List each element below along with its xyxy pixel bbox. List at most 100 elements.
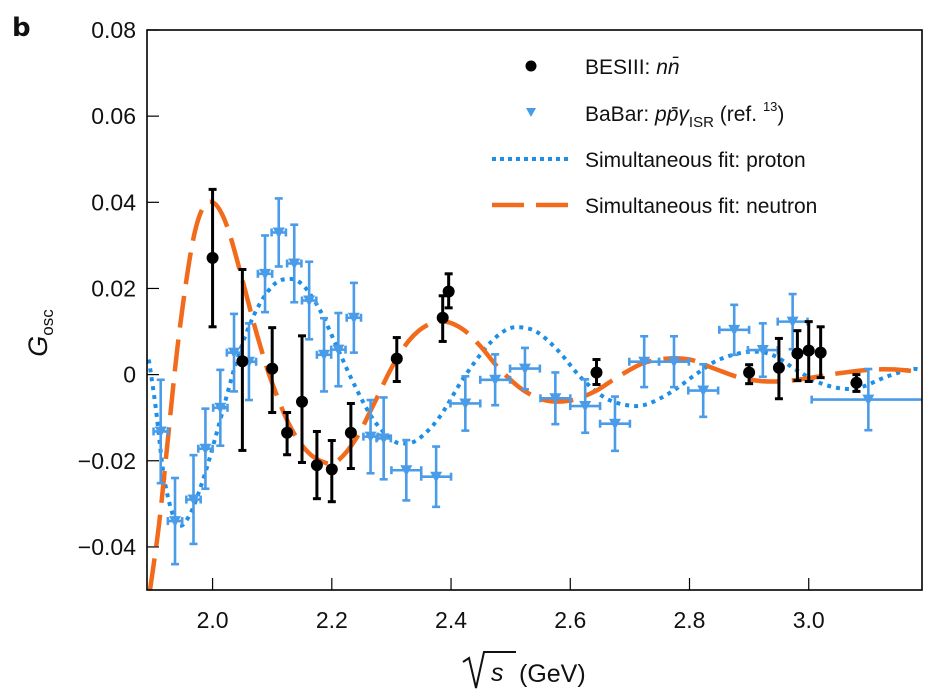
y-tick-label: −0.02	[78, 448, 136, 474]
babar-triangle-marker	[364, 431, 377, 443]
babar-points	[152, 197, 922, 566]
besiii-circle-marker	[344, 426, 357, 439]
besiii-circle-marker	[236, 355, 249, 368]
plot-frame	[146, 29, 923, 591]
babar-data-point	[270, 197, 288, 268]
besiii-data-point	[281, 411, 294, 457]
x-tick-label: 2.6	[554, 607, 586, 633]
besiii-circle-marker	[743, 366, 756, 379]
babar-data-point	[657, 334, 691, 389]
y-tick-label: 0	[123, 362, 136, 388]
babar-triangle-marker	[259, 268, 272, 280]
babar-data-point	[687, 362, 720, 419]
babar-triangle-marker	[169, 516, 182, 528]
babar-data-point	[746, 322, 780, 379]
besiii-data-point	[590, 358, 603, 387]
besiii-circle-marker	[310, 459, 323, 472]
babar-data-point	[539, 371, 572, 426]
legend-label-besiii: BESIII: nn̄	[585, 56, 680, 79]
besiii-data-point	[325, 439, 338, 504]
babar-triangle-marker	[549, 393, 562, 405]
besiii-circle-marker	[791, 347, 804, 360]
babar-triangle-marker	[728, 324, 741, 336]
babar-triangle-marker	[288, 258, 301, 270]
besiii-data-point	[310, 429, 323, 501]
legend-item-neutron-fit: Simultaneous fit: neutron	[492, 195, 817, 218]
x-tick-label: 2.2	[316, 607, 348, 633]
besiii-data-point	[442, 272, 455, 310]
babar-data-point	[568, 378, 602, 435]
legend-label-proton-fit: Simultaneous fit: proton	[585, 149, 806, 172]
besiii-circle-marker	[266, 362, 279, 375]
babar-data-point	[390, 438, 423, 502]
x-tick-label: 2.8	[674, 607, 706, 633]
besiii-circle-marker	[442, 285, 455, 298]
babar-triangle-marker	[430, 471, 443, 483]
babar-triangle-marker	[786, 316, 799, 328]
besiii-circle-marker	[802, 344, 815, 357]
babar-data-point	[508, 346, 542, 391]
fit-curves	[147, 199, 920, 590]
svg-text:Gosc: Gosc	[23, 309, 57, 357]
besiii-circle-marker	[850, 376, 863, 389]
babar-triangle-marker	[187, 494, 200, 506]
babar-data-point	[152, 378, 170, 485]
x-tick-label: 2.0	[197, 607, 229, 633]
besiii-data-point	[236, 268, 249, 452]
babar-triangle-marker	[228, 347, 241, 359]
babar-triangle-marker	[347, 312, 360, 324]
babar-data-point	[449, 375, 482, 432]
besiii-circle-marker	[390, 352, 403, 365]
y-axis-title-main: G	[23, 336, 53, 357]
babar-data-point	[166, 476, 184, 566]
y-tick-label: 0.08	[91, 17, 136, 43]
babar-triangle-marker	[272, 227, 285, 239]
babar-triangle-marker	[318, 349, 331, 361]
besiii-data-point	[436, 294, 449, 343]
besiii-data-point	[206, 187, 219, 329]
y-axis-title-sub: osc	[38, 309, 57, 336]
legend-item-proton-fit: Simultaneous fit: proton	[492, 149, 806, 172]
babar-triangle-marker	[332, 344, 345, 356]
legend-label-babar: BaBar: pp̄γISR (ref. 13)	[585, 99, 784, 131]
besiii-data-point	[296, 334, 308, 464]
y-tick-label: 0.02	[91, 275, 136, 301]
x-axis-title: s (GeV)	[462, 651, 586, 689]
babar-data-point	[185, 453, 202, 546]
legend-circle-marker-icon	[525, 60, 537, 72]
besiii-circle-marker	[281, 426, 294, 439]
babar-triangle-marker	[579, 401, 592, 413]
panel-label: b	[12, 13, 31, 43]
besiii-data-point	[850, 373, 863, 393]
babar-data-point	[598, 395, 632, 453]
besiii-circle-marker	[772, 361, 785, 374]
babar-data-point	[300, 260, 318, 341]
babar-triangle-marker	[608, 418, 621, 430]
babar-triangle-marker	[459, 398, 472, 410]
besiii-circle-marker	[206, 251, 219, 264]
x-tick-label: 2.4	[435, 607, 467, 633]
babar-triangle-marker	[756, 345, 769, 357]
x-tick-label: 3.0	[793, 607, 825, 633]
besiii-circle-marker	[436, 311, 449, 324]
babar-triangle-marker	[303, 295, 316, 307]
x-axis-title-var: s	[491, 659, 504, 687]
babar-data-point	[419, 445, 453, 509]
babar-data-point	[329, 311, 347, 388]
babar-data-point	[718, 303, 751, 357]
neutron-fit-curve	[147, 199, 920, 590]
babar-triangle-marker	[668, 356, 680, 368]
besiii-data-point	[814, 325, 827, 380]
babar-data-point	[345, 281, 363, 354]
legend-item-besiii: BESIII: nn̄	[525, 56, 680, 79]
legend-triangle-marker-icon	[526, 108, 536, 117]
babar-triangle-marker	[400, 465, 413, 477]
besiii-data-point	[743, 363, 756, 386]
babar-triangle-marker	[214, 402, 227, 414]
babar-triangle-marker	[518, 363, 531, 375]
y-tick-label: −0.04	[78, 534, 136, 560]
x-axis-ticks: 2.0 2.2 2.4 2.6 2.8 3.0	[197, 578, 825, 633]
y-tick-label: 0.04	[91, 189, 136, 215]
besiii-points	[206, 187, 863, 504]
besiii-circle-marker	[814, 346, 827, 359]
